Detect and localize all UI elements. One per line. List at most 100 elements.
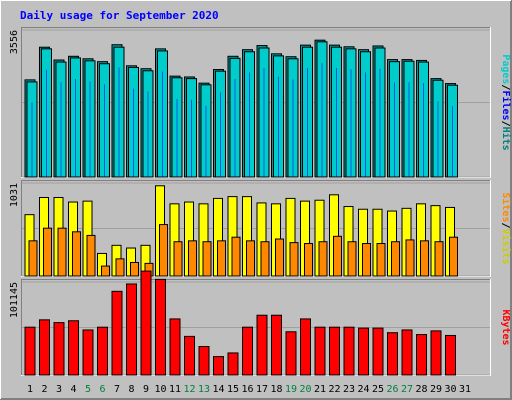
chart-title: Daily usage for September 2020 [20, 9, 219, 22]
kbytes-bar-day-6 [97, 326, 108, 376]
kbytes-bar-day-15 [227, 352, 239, 376]
panel-0-legend-item-4: Hits [500, 127, 512, 151]
sites-bar-day-16 [246, 240, 255, 277]
sites-bar-day-6 [101, 265, 110, 277]
kbytes-bar-day-9 [140, 270, 152, 376]
kbytes-bar-day-28 [416, 334, 427, 376]
panel-1-legend-item-0: Sites [500, 192, 512, 222]
kbytes-bar-day-16 [242, 326, 253, 376]
kbytes-bar-day-14 [213, 356, 224, 376]
panel-0-legend: Pages/Files/Hits [500, 54, 512, 150]
sites-bar-day-26 [391, 241, 400, 277]
panel-0-legend-item-1: / [500, 84, 511, 90]
x-label-day-26: 26 [386, 384, 398, 395]
sites-bar-day-7 [115, 258, 125, 277]
kbytes-bar-day-27 [401, 329, 413, 376]
x-label-day-4: 4 [70, 384, 76, 395]
sites-bar-day-17 [260, 241, 270, 277]
x-label-day-29: 29 [430, 384, 442, 395]
x-label-day-23: 23 [343, 384, 355, 395]
sites-bar-day-1 [28, 240, 38, 277]
x-label-day-15: 15 [227, 384, 239, 395]
kbytes-bar-day-2 [39, 319, 50, 376]
panel-1-legend-item-2: Visits [500, 229, 512, 265]
sites-bar-day-21 [318, 241, 328, 277]
x-label-day-20: 20 [299, 384, 311, 395]
sites-bar-day-2 [43, 227, 52, 277]
x-label-day-18: 18 [270, 384, 282, 395]
sites-bar-day-15 [231, 236, 241, 277]
x-label-day-30: 30 [444, 384, 456, 395]
x-label-day-7: 7 [114, 384, 120, 395]
kbytes-bar-day-7 [111, 290, 123, 376]
kbytes-bar-day-26 [387, 332, 398, 376]
panel-2-bars [24, 270, 456, 376]
sites-bar-day-13 [202, 241, 212, 277]
kbytes-bar-day-8 [126, 283, 137, 376]
sites-bar-day-10 [159, 224, 168, 277]
sites-bar-day-12 [188, 240, 197, 277]
x-label-day-9: 9 [143, 384, 149, 395]
sites-bar-day-30 [449, 236, 458, 277]
kbytes-bar-day-18 [271, 314, 282, 376]
sites-bar-day-14 [217, 240, 226, 277]
x-label-day-2: 2 [41, 384, 47, 395]
x-label-day-16: 16 [241, 384, 253, 395]
x-label-day-25: 25 [372, 384, 384, 395]
kbytes-bar-day-17 [256, 314, 268, 376]
x-label-day-19: 19 [285, 384, 297, 395]
panel-0-bars [24, 39, 458, 178]
sites-bar-day-11 [173, 241, 183, 277]
sites-bar-day-28 [420, 240, 429, 277]
x-axis-day-labels: 1 2 3 4 5 6 7 8 9 10 11 12 13 14 15 16 17 18 19 20 21 22 23 24 2… [27, 384, 471, 395]
sites-bar-day-20 [304, 243, 313, 277]
x-label-day-14: 14 [212, 384, 224, 395]
kbytes-bar-day-19 [285, 331, 297, 376]
panel-1-legend: Sites/Visits [500, 192, 512, 264]
sites-bar-day-27 [405, 239, 415, 277]
panel-2-legend-item-0: KBytes [500, 309, 511, 345]
x-label-day-5: 5 [85, 384, 91, 395]
sites-bar-day-25 [376, 243, 386, 277]
x-label-day-21: 21 [314, 384, 326, 395]
panel-2-legend: KBytes [500, 309, 511, 345]
kbytes-bar-day-11 [169, 318, 181, 376]
panel-0-legend-item-3: / [500, 121, 511, 127]
kbytes-bar-day-24 [358, 327, 369, 376]
kbytes-bar-day-1 [24, 326, 36, 376]
kbytes-bar-day-22 [329, 326, 340, 376]
x-label-day-1: 1 [27, 384, 33, 395]
x-label-day-17: 17 [256, 384, 268, 395]
kbytes-bar-day-10 [155, 278, 166, 376]
x-label-day-13: 13 [198, 384, 210, 395]
x-label-day-24: 24 [357, 384, 369, 395]
sites-bar-day-18 [275, 238, 284, 277]
sites-bar-day-5 [86, 234, 96, 277]
kbytes-bar-day-12 [184, 335, 195, 376]
kbytes-bar-day-20 [300, 318, 311, 376]
sites-bar-day-3 [57, 227, 67, 277]
x-label-day-27: 27 [401, 384, 413, 395]
x-label-day-28: 28 [415, 384, 427, 395]
panel-0-legend-item-0: Pages [500, 54, 511, 84]
kbytes-bar-day-3 [53, 322, 65, 376]
sites-bar-day-8 [130, 261, 139, 277]
panel-1-ymax-label: 1031 [9, 183, 20, 207]
kbytes-bar-day-23 [343, 326, 355, 376]
panel-1-legend-item-1: / [500, 222, 511, 228]
panel-0-ymax-label: 3556 [9, 30, 20, 54]
kbytes-bar-day-5 [82, 329, 94, 376]
panel-2-ymax-label: 101145 [9, 282, 20, 318]
sites-bar-day-24 [362, 243, 371, 277]
kbytes-bar-day-21 [314, 326, 326, 376]
x-label-day-31: 31 [459, 384, 471, 395]
panel-1-bars [24, 185, 458, 277]
x-label-day-10: 10 [154, 384, 166, 395]
x-label-day-22: 22 [328, 384, 340, 395]
sites-bar-day-29 [434, 241, 444, 277]
kbytes-bar-day-30 [445, 334, 456, 376]
sites-bar-day-23 [347, 241, 357, 277]
x-label-day-6: 6 [99, 384, 105, 395]
x-label-day-8: 8 [128, 384, 134, 395]
x-label-day-3: 3 [56, 384, 62, 395]
